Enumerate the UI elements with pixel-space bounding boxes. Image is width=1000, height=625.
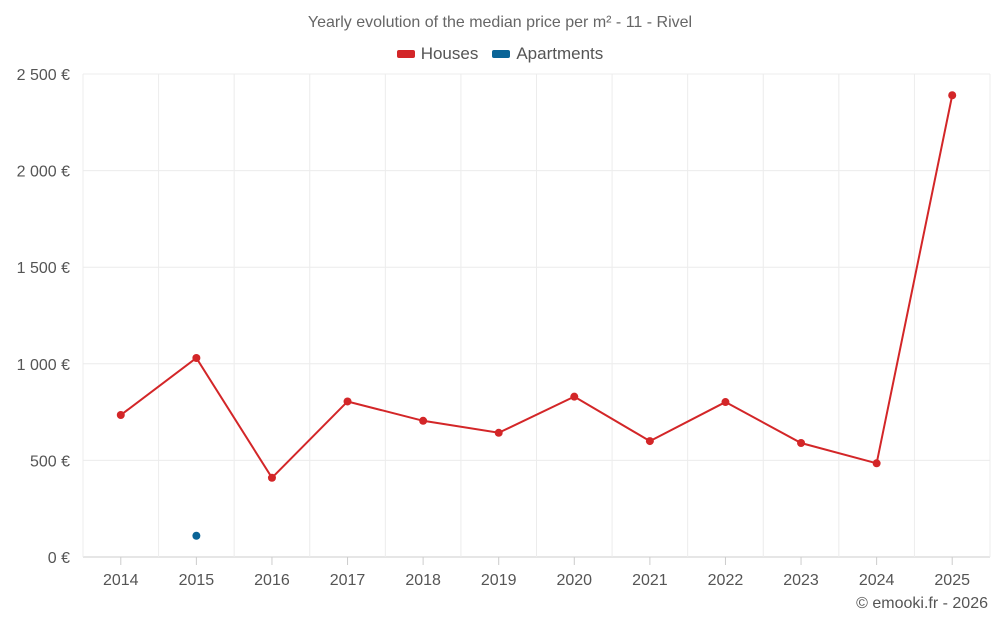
data-point-houses xyxy=(797,439,806,448)
series-line-houses xyxy=(120,95,954,480)
data-point-houses xyxy=(948,91,957,100)
data-point-houses xyxy=(419,416,428,425)
legend-swatch-houses xyxy=(396,50,415,58)
data-point-houses xyxy=(116,410,125,419)
copyright-footer: © emooki.fr - 2026 xyxy=(856,595,988,612)
data-point-houses xyxy=(343,397,352,406)
data-point-houses xyxy=(872,459,881,468)
y-tick-label: 1 500 € xyxy=(17,260,70,277)
legend-label-apartments: Apartments xyxy=(516,44,604,63)
data-point-apartments xyxy=(192,531,201,540)
y-tick-label: 1 000 € xyxy=(17,357,70,374)
x-tick-label: 2025 xyxy=(934,572,970,589)
y-tick-label: 500 € xyxy=(30,453,70,470)
data-point-houses xyxy=(494,428,503,437)
x-tick-label: 2019 xyxy=(481,572,517,589)
data-point-houses xyxy=(570,392,579,401)
data-point-houses xyxy=(192,354,201,363)
x-tick-label: 2020 xyxy=(556,572,592,589)
x-tick-label: 2016 xyxy=(254,572,290,589)
chart-title: Yearly evolution of the median price per… xyxy=(307,14,693,31)
x-tick-label: 2022 xyxy=(708,572,744,589)
y-tick-label: 2 000 € xyxy=(17,164,70,181)
x-tick-label: 2024 xyxy=(859,572,895,589)
legend-label-houses: Houses xyxy=(420,44,479,63)
data-point-houses xyxy=(645,437,654,446)
x-tick-label: 2023 xyxy=(783,572,819,589)
legend-item-apartments[interactable]: Apartments xyxy=(492,44,603,64)
y-tick-label: 0 € xyxy=(48,550,70,567)
x-tick-label: 2017 xyxy=(330,572,366,589)
legend-swatch-apartments xyxy=(492,50,511,58)
y-tick-label: 2 500 € xyxy=(17,67,70,84)
legend-item-houses[interactable]: Houses xyxy=(396,44,479,64)
x-tick-label: 2021 xyxy=(632,572,668,589)
legend: Houses Apartments xyxy=(0,44,1000,64)
x-tick-label: 2015 xyxy=(179,572,215,589)
x-tick-label: 2014 xyxy=(103,572,139,589)
data-point-houses xyxy=(267,473,276,482)
data-point-houses xyxy=(721,398,730,407)
x-tick-label: 2018 xyxy=(405,572,441,589)
